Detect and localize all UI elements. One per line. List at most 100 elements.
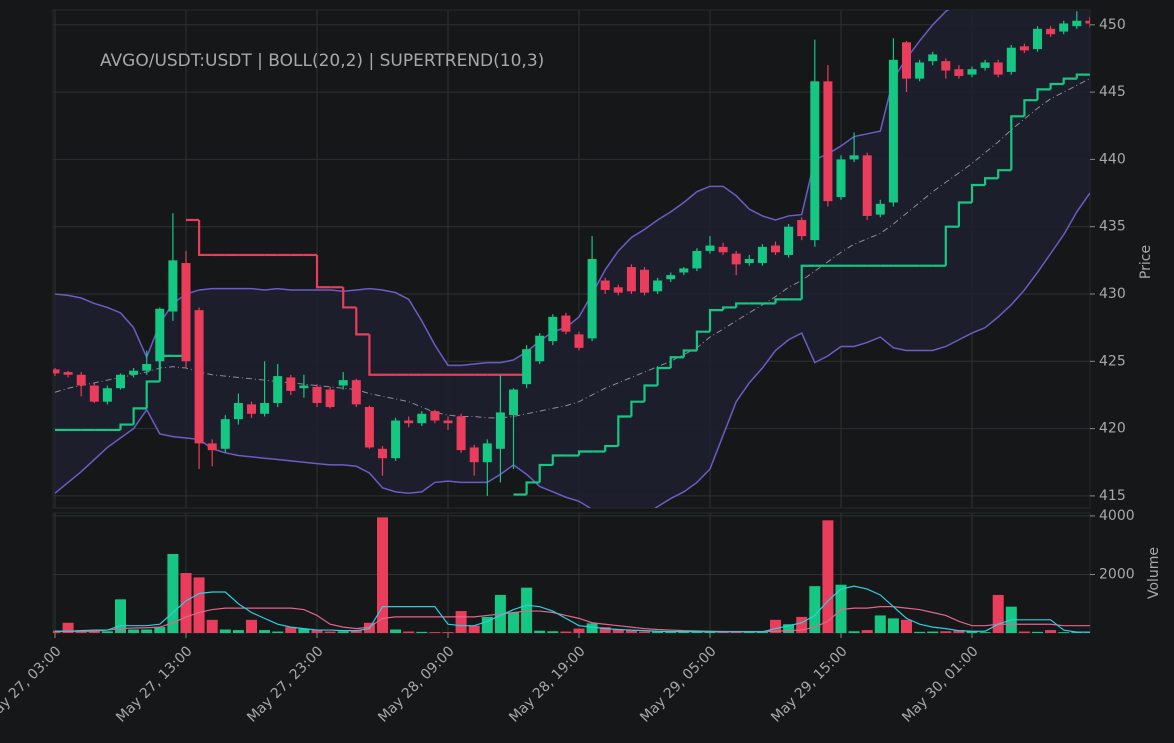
- volume-bar: [639, 631, 650, 633]
- candle-body: [53, 369, 60, 374]
- y-tick-label: 4000: [1099, 508, 1135, 524]
- candle-body: [443, 420, 453, 424]
- bollinger-band-fill: [55, 10, 1090, 508]
- volume-bar: [232, 630, 244, 633]
- supertrend-step: [577, 450, 593, 456]
- volume-bar: [167, 553, 179, 633]
- volume-bar: [468, 625, 480, 633]
- candle-body: [902, 42, 911, 79]
- volume-bar: [717, 632, 729, 633]
- y-tick-label: 445: [1099, 84, 1126, 100]
- candle-body: [967, 69, 977, 75]
- candle-body: [142, 363, 152, 371]
- volume-bar: [901, 619, 912, 633]
- candle-body: [1072, 20, 1082, 27]
- volume-bar: [141, 629, 153, 633]
- candle-body: [351, 380, 361, 405]
- candle-body: [495, 412, 505, 449]
- volume-bar: [599, 627, 611, 633]
- bollinger-upper: [54, 10, 950, 367]
- volume-bar: [219, 629, 231, 633]
- volume-bar: [966, 631, 978, 633]
- volume-bar: [324, 631, 336, 633]
- volume-bar: [455, 611, 467, 633]
- y-tick-label: 415: [1099, 488, 1126, 504]
- candle-body: [784, 226, 794, 255]
- candle-body: [378, 448, 387, 459]
- volume-bar: [390, 629, 402, 633]
- volume-bar: [665, 631, 677, 633]
- candle-body: [364, 407, 374, 448]
- candle-body: [129, 370, 139, 375]
- candle-body: [522, 349, 532, 385]
- supertrend-step: [957, 201, 972, 227]
- supertrend-step: [1062, 77, 1077, 85]
- candle-body: [116, 374, 125, 389]
- supertrend-step: [132, 407, 147, 425]
- candle-body: [574, 334, 584, 348]
- supertrend-step: [1049, 82, 1064, 90]
- volume-bar: [612, 629, 624, 633]
- y-tick-label: 440: [1099, 151, 1126, 167]
- volume-bar: [835, 584, 847, 633]
- candle-body: [181, 263, 191, 362]
- candle-body: [561, 315, 571, 332]
- volume-bar: [848, 631, 860, 633]
- volume-bar: [337, 631, 349, 633]
- candle-body: [626, 267, 636, 292]
- candle-body: [273, 376, 283, 404]
- candle-body: [220, 419, 230, 449]
- candle-body: [391, 420, 401, 459]
- supertrend-step: [643, 384, 658, 402]
- supertrend-step: [1010, 115, 1025, 171]
- candle-body: [482, 443, 492, 463]
- volume-plot: [53, 517, 1090, 633]
- volume-bar: [953, 630, 965, 633]
- candle-body: [404, 420, 414, 424]
- volume-bar: [1045, 630, 1057, 633]
- supertrend-step: [669, 356, 684, 369]
- supertrend-step: [342, 287, 357, 309]
- supertrend-step: [656, 366, 671, 386]
- volume-bar: [429, 632, 441, 633]
- supertrend-step: [682, 349, 697, 358]
- volume-bar: [979, 632, 991, 633]
- price-plot: [53, 10, 1090, 508]
- price-panel: [52, 9, 1091, 509]
- volume-bar: [298, 628, 310, 633]
- volume-bar: [1032, 631, 1043, 633]
- volume-bar: [940, 631, 952, 633]
- candle-body: [705, 245, 715, 251]
- volume-bar: [154, 627, 166, 633]
- supertrend-step: [1023, 99, 1038, 117]
- candle-body: [469, 447, 479, 463]
- volume-bar: [914, 631, 926, 633]
- candle-body: [89, 385, 99, 402]
- candle-body: [980, 62, 990, 68]
- candle-body: [312, 386, 322, 404]
- volume-bar: [246, 619, 257, 633]
- candle-body: [915, 62, 925, 79]
- supertrend-step: [970, 183, 986, 203]
- candle-body: [954, 69, 964, 76]
- supertrend-step: [119, 423, 134, 430]
- candle-body: [757, 246, 767, 264]
- volume-bar: [783, 624, 795, 633]
- volume-bar: [62, 622, 74, 633]
- supertrend-step: [984, 177, 999, 185]
- candle-body: [1059, 23, 1069, 32]
- supertrend-step: [617, 415, 632, 447]
- volume-bar: [874, 615, 886, 633]
- candle-body: [325, 389, 335, 408]
- candle-body: [653, 280, 663, 292]
- supertrend-step: [355, 307, 370, 336]
- volume-bar: [927, 631, 939, 633]
- candle-body: [509, 389, 518, 416]
- candle-body: [1046, 28, 1056, 35]
- candle-body: [849, 155, 859, 160]
- candle-body: [744, 259, 754, 264]
- volume-bar: [730, 632, 742, 633]
- supertrend-step: [315, 254, 331, 289]
- candle-body: [613, 287, 623, 293]
